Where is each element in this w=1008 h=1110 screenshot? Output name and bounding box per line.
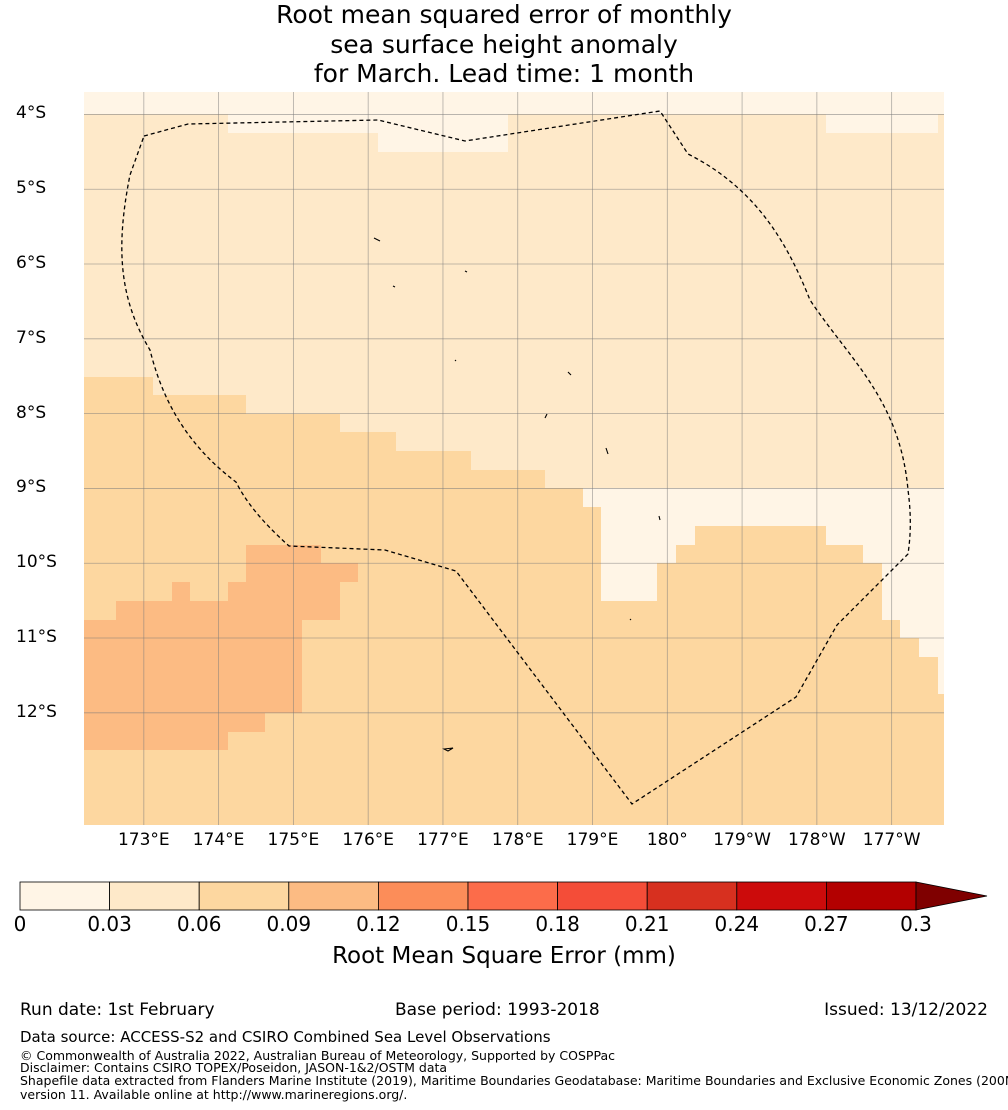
top-strip (84, 92, 944, 114)
colorbar-segment (557, 881, 648, 911)
lon-tick-label: 173°E (117, 830, 170, 850)
colorbar-tick-label: 0.3 (900, 912, 932, 936)
colorbar-segment (736, 881, 827, 911)
colorbar-tick-label: 0.27 (804, 912, 849, 936)
lon-tick-label: 179°E (566, 830, 619, 850)
lat-tick-label: 6°S (16, 253, 47, 274)
colorbar-segment (288, 881, 379, 911)
base-period: Base period: 1993-2018 (395, 1000, 600, 1020)
colorbar-tick-label: 0.09 (266, 912, 312, 936)
gridlines (84, 92, 944, 825)
colorbar-tick-label: 0.21 (624, 912, 670, 936)
colorbar-segment (826, 881, 917, 911)
issued-date: Issued: 13/12/2022 (824, 1000, 988, 1020)
run-date: Run date: 1st February (20, 1000, 215, 1020)
shapefile-credit-2: version 11. Available online at http://w… (20, 1087, 408, 1102)
colorbar-tick-label: 0.24 (714, 912, 760, 936)
lat-tick-label: 4°S (16, 103, 47, 124)
colorbar-tick-label: 0.18 (535, 912, 580, 936)
island-9 (629, 618, 632, 621)
title-line-2: sea surface height anomaly (330, 29, 678, 59)
lon-tick-label: 175°E (267, 830, 320, 850)
copyright: © Commonwealth of Australia 2022, Austra… (20, 1048, 615, 1063)
lat-tick-label: 10°S (16, 552, 57, 573)
east-light-patch (583, 92, 944, 694)
title-line-1: Root mean squared error of monthly (276, 0, 732, 29)
lon-tick-label: 178°E (491, 830, 544, 850)
island-1 (373, 237, 381, 242)
disclaimer: Disclaimer: Contains CSIRO TOPEX/Poseido… (20, 1060, 448, 1075)
lat-tick-label: 9°S (16, 477, 47, 498)
island-3 (464, 270, 468, 273)
colorbar-extend-arrow (915, 881, 988, 911)
lon-tick-label: 174°E (192, 830, 245, 850)
lat-tick-label: 12°S (16, 701, 57, 722)
lat-tick-label: 5°S (16, 178, 47, 199)
north-patch-3 (826, 114, 938, 133)
colorbar-tick-label: 0.03 (87, 912, 132, 936)
island-7 (605, 447, 609, 455)
band-0-09-0-12 (84, 545, 358, 750)
map-title: Root mean squared error of monthly sea s… (0, 0, 1008, 89)
colorbar-tick-label: 0.15 (445, 912, 491, 936)
eez-boundary (121, 110, 911, 805)
colorbar-tick-label: 0 (13, 912, 27, 936)
band-lightest (84, 92, 944, 694)
title-line-3: for March. Lead time: 1 month (313, 59, 695, 88)
colorbar-segment (377, 881, 469, 911)
islands (373, 237, 661, 752)
island-2 (392, 285, 396, 288)
rmse-map (19, 92, 988, 911)
lon-tick-label: 180° (646, 830, 688, 850)
island-5 (567, 371, 572, 376)
lon-tick-label: 177°W (862, 830, 921, 850)
north-patch-1 (228, 114, 378, 133)
island-4 (454, 359, 457, 362)
colorbar-tick-label: 0.12 (356, 912, 401, 936)
colorbar-tick-label: 0.06 (176, 912, 222, 936)
lat-tick-label: 7°S (16, 327, 47, 348)
colorbar-segment (646, 881, 738, 911)
colorbar-segment (19, 881, 110, 911)
colorbar-segment (109, 881, 200, 911)
lon-tick-label: 178°W (787, 830, 846, 850)
colorbar-segment (467, 881, 558, 911)
shapefile-credit-1: Shapefile data extracted from Flanders M… (20, 1073, 1008, 1088)
data-source: Data source: ACCESS-S2 and CSIRO Combine… (20, 1028, 551, 1046)
colorbar (19, 881, 988, 911)
lon-tick-label: 176°E (342, 830, 395, 850)
lon-tick-label: 179°W (713, 830, 771, 850)
island-8 (658, 515, 661, 521)
island-10 (442, 747, 454, 752)
lon-tick-label: 177°E (417, 830, 469, 850)
lat-tick-label: 8°S (16, 402, 47, 423)
colorbar-segment (198, 881, 290, 911)
island-6 (544, 413, 548, 419)
lat-tick-label: 11°S (16, 627, 57, 647)
colorbar-label: Root Mean Square Error (mm) (332, 943, 676, 969)
